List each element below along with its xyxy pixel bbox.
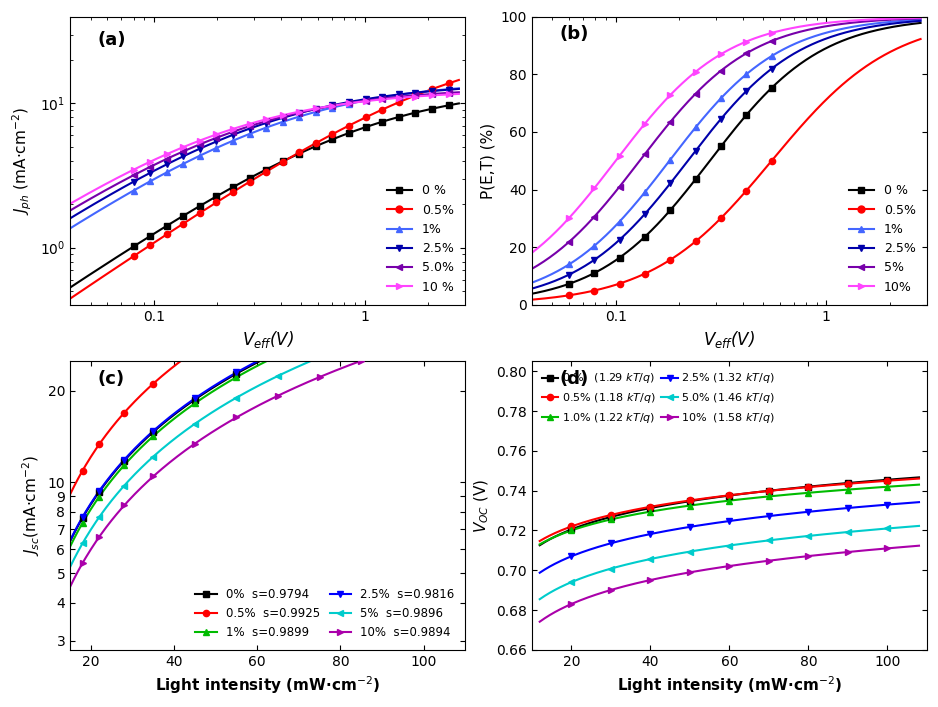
X-axis label: Light intensity (mW·cm$^{-2}$): Light intensity (mW·cm$^{-2}$) [617,674,842,696]
Text: (a): (a) [98,31,127,49]
Legend: 0 %, 0.5%, 1%, 2.5%, 5%, 10%: 0 %, 0.5%, 1%, 2.5%, 5%, 10% [843,180,920,298]
Y-axis label: $J_{ph}$ (mA·cm$^{-2}$): $J_{ph}$ (mA·cm$^{-2}$) [11,107,35,215]
X-axis label: Light intensity (mW·cm$^{-2}$): Light intensity (mW·cm$^{-2}$) [155,674,380,696]
X-axis label: $V_{eff}$(V): $V_{eff}$(V) [704,329,755,351]
Y-axis label: $V_{OC}$ (V): $V_{OC}$ (V) [472,479,491,533]
Text: (c): (c) [98,370,125,388]
Y-axis label: $J_{sc}$(mA·cm$^{-2}$): $J_{sc}$(mA·cm$^{-2}$) [21,455,42,556]
Legend: 0%  s=0.9794, 0.5%  s=0.9925, 1%  s=0.9899, 2.5%  s=0.9816, 5%  s=0.9896, 10%  s: 0% s=0.9794, 0.5% s=0.9925, 1% s=0.9899,… [190,583,460,644]
Legend: 0 %   (1.29 $kT/q$), 0.5% (1.18 $kT/q$), 1.0% (1.22 $kT/q$), 2.5% (1.32 $kT/q$),: 0 % (1.29 $kT/q$), 0.5% (1.18 $kT/q$), 1… [537,367,779,429]
Text: (d): (d) [559,370,589,388]
Y-axis label: P(E,T) (%): P(E,T) (%) [480,123,495,199]
X-axis label: $V_{eff}$(V): $V_{eff}$(V) [242,329,294,351]
Text: (b): (b) [559,25,589,43]
Legend: 0 %, 0.5%, 1%, 2.5%, 5.0%, 10 %: 0 %, 0.5%, 1%, 2.5%, 5.0%, 10 % [382,180,459,298]
